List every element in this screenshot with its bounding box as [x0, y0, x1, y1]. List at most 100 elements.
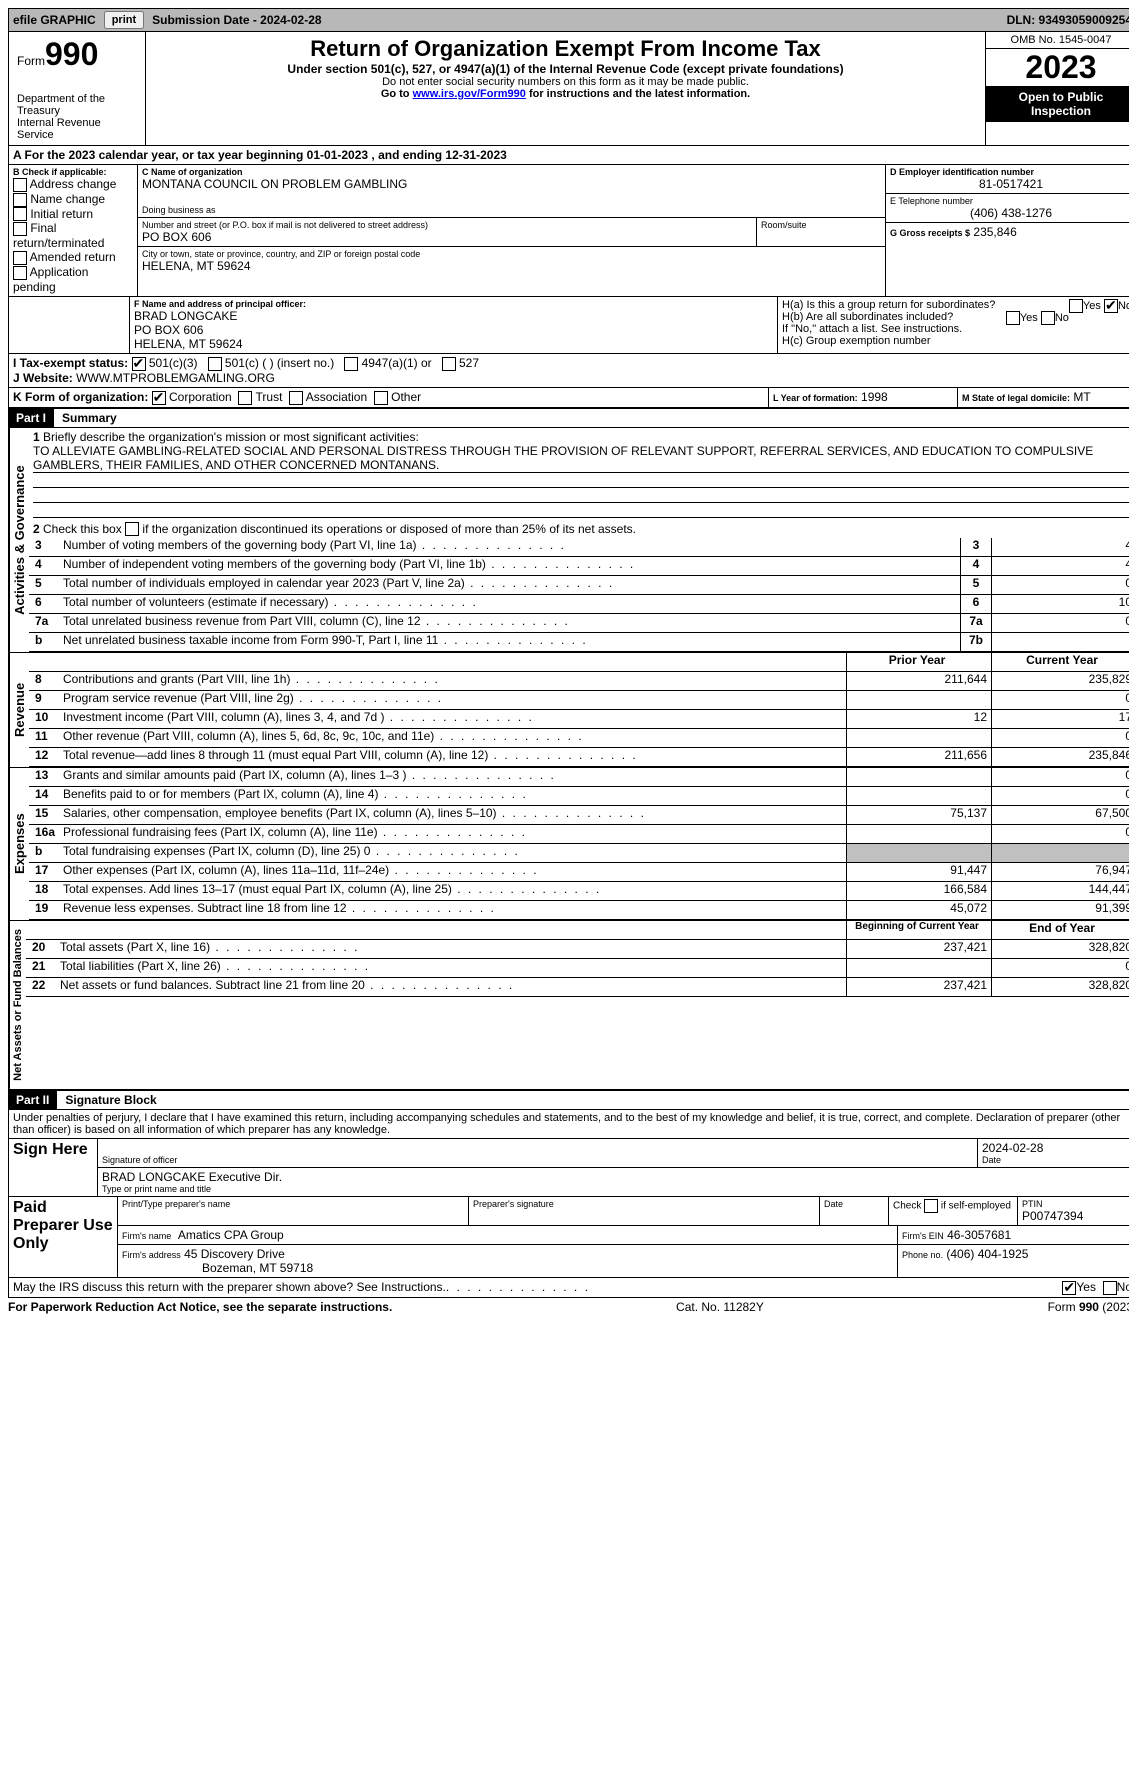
ha-no-checkbox[interactable]: [1104, 299, 1118, 313]
begin-year-header: Beginning of Current Year: [846, 921, 991, 939]
may-irs-yes-checkbox[interactable]: [1062, 1281, 1076, 1295]
i-527-checkbox[interactable]: [442, 357, 456, 371]
prep-sig-label: Preparer's signature: [473, 1199, 815, 1209]
q2-checkbox[interactable]: [125, 522, 139, 536]
city-label: City or town, state or province, country…: [142, 249, 881, 259]
sign-here-label: Sign Here: [9, 1139, 97, 1196]
ptin-value: P00747394: [1022, 1209, 1129, 1223]
end-year-header: End of Year: [991, 921, 1129, 939]
k-corp-checkbox[interactable]: [152, 391, 166, 405]
form-note1: Do not enter social security numbers on …: [150, 76, 981, 88]
form-subtitle: Under section 501(c), 527, or 4947(a)(1)…: [150, 62, 981, 76]
checkbox-final-return[interactable]: Final return/terminated: [13, 221, 133, 250]
ha-yes-label: Yes: [1083, 300, 1101, 312]
firm-addr2: Bozeman, MT 59718: [202, 1261, 313, 1275]
k-trust-checkbox[interactable]: [238, 391, 252, 405]
prior-year-value: 237,421: [846, 940, 991, 958]
data-line: 21 Total liabilities (Part X, line 26) 0: [26, 959, 1129, 978]
ha-label: H(a) Is this a group return for subordin…: [782, 299, 995, 311]
checkbox-name-change[interactable]: Name change: [13, 192, 133, 207]
i-label: I Tax-exempt status:: [13, 356, 128, 370]
l-label: L Year of formation:: [773, 393, 858, 403]
box-ij: I Tax-exempt status: 501(c)(3) 501(c) ( …: [9, 354, 786, 387]
k-other-checkbox[interactable]: [374, 391, 388, 405]
k-assoc-checkbox[interactable]: [289, 391, 303, 405]
check-self-pre: Check: [893, 1201, 924, 1212]
fh-spacer: [8, 297, 129, 354]
prior-year-value: [846, 959, 991, 977]
prior-year-value: 12: [846, 710, 991, 728]
data-line: 17 Other expenses (Part IX, column (A), …: [29, 863, 1129, 882]
print-button[interactable]: print: [104, 11, 144, 29]
box-deg: D Employer identification number 81-0517…: [885, 165, 1129, 297]
checkbox-amended-return[interactable]: Amended return: [13, 250, 133, 265]
cb-label-2: Initial return: [30, 207, 93, 221]
firm-ein-label: Firm's EIN: [902, 1231, 944, 1241]
firm-ein: 46-3057681: [947, 1228, 1011, 1242]
line-num: 15: [29, 806, 63, 824]
cb-label-4: Amended return: [30, 250, 116, 264]
exp-lines: 13 Grants and similar amounts paid (Part…: [29, 768, 1129, 920]
footer-mid: Cat. No. 11282Y: [392, 1300, 1047, 1314]
sign-here-content: Signature of officer 2024-02-28 Date BRA…: [97, 1139, 1129, 1196]
self-employed-checkbox[interactable]: [924, 1199, 938, 1213]
hb-no-checkbox[interactable]: [1041, 311, 1055, 325]
may-irs-yes: Yes: [1076, 1280, 1096, 1294]
entity-info-row: B Check if applicable: Address change Na…: [8, 165, 1129, 297]
checkbox-app-pending[interactable]: Application pending: [13, 265, 133, 294]
gov-line: b Net unrelated business taxable income …: [29, 633, 1129, 652]
prep-date-label: Date: [824, 1199, 884, 1209]
may-irs-no-checkbox[interactable]: [1103, 1281, 1117, 1295]
submission-date: Submission Date - 2024-02-28: [152, 13, 321, 27]
rev-hdr-num: [29, 653, 63, 671]
i-501c3-checkbox[interactable]: [132, 357, 146, 371]
sig-date: 2024-02-28: [982, 1141, 1129, 1155]
line-text: Grants and similar amounts paid (Part IX…: [63, 768, 846, 786]
current-year-value: 328,820: [991, 978, 1129, 996]
prior-year-value: 166,584: [846, 882, 991, 900]
i-o4: 527: [459, 356, 479, 370]
f-label: F Name and address of principal officer:: [134, 299, 773, 309]
irs-link[interactable]: www.irs.gov/Form990: [413, 88, 526, 100]
q2-block: 2 Check this box if the organization dis…: [29, 520, 1129, 539]
line-text: Total unrelated business revenue from Pa…: [63, 614, 960, 632]
officer-type-cell: BRAD LONGCAKE Executive Dir. Type or pri…: [98, 1168, 1129, 1196]
i-501c-checkbox[interactable]: [208, 357, 222, 371]
data-line: 14 Benefits paid to or for members (Part…: [29, 787, 1129, 806]
firm-name: Amatics CPA Group: [178, 1228, 284, 1242]
checkbox-address-change[interactable]: Address change: [13, 177, 133, 192]
checkbox-initial-return[interactable]: Initial return: [13, 207, 133, 222]
period-end: 12-31-2023: [445, 148, 506, 162]
q2-text-post: if the organization discontinued its ope…: [139, 522, 636, 536]
box-m: M State of legal domicile: MT: [957, 388, 1129, 407]
q1-label: Briefly describe the organization's miss…: [43, 430, 419, 444]
period-mid: , and ending: [371, 148, 445, 162]
line-num: 19: [29, 901, 63, 919]
i-o1: 501(c)(3): [149, 356, 198, 370]
gross-receipts: 235,846: [973, 225, 1016, 239]
ha-yes-checkbox[interactable]: [1069, 299, 1083, 313]
may-irs-text: May the IRS discuss this return with the…: [13, 1280, 446, 1295]
net-vertical-label: Net Assets or Fund Balances: [9, 921, 26, 1089]
state-domicile: MT: [1073, 390, 1090, 404]
line-text: Net unrelated business taxable income fr…: [63, 633, 960, 651]
omb-number: OMB No. 1545-0047: [986, 32, 1129, 49]
room-label: Room/suite: [761, 220, 881, 230]
print-name-label: Print/Type preparer's name: [122, 1199, 464, 1209]
k-o2: Trust: [256, 390, 283, 404]
e-label: E Telephone number: [890, 196, 1129, 206]
hb-yes-checkbox[interactable]: [1006, 311, 1020, 325]
period-row: A For the 2023 calendar year, or tax yea…: [8, 146, 1129, 165]
current-year-value: 0: [991, 959, 1129, 977]
data-line: b Total fundraising expenses (Part IX, c…: [29, 844, 1129, 863]
sign-here-row: Sign Here Signature of officer 2024-02-2…: [8, 1139, 1129, 1197]
declaration-text: Under penalties of perjury, I declare th…: [8, 1110, 1129, 1139]
dln-label: DLN: 93493059009254: [1007, 13, 1129, 27]
current-year-value: 144,447: [991, 882, 1129, 900]
i-4947-checkbox[interactable]: [344, 357, 358, 371]
rev-hdr-text: [63, 653, 846, 671]
klm-row: K Form of organization: Corporation Trus…: [8, 388, 1129, 408]
part2-header-row: Part II Signature Block: [8, 1090, 1129, 1110]
k-o1: Corporation: [169, 390, 232, 404]
line-num: 18: [29, 882, 63, 900]
